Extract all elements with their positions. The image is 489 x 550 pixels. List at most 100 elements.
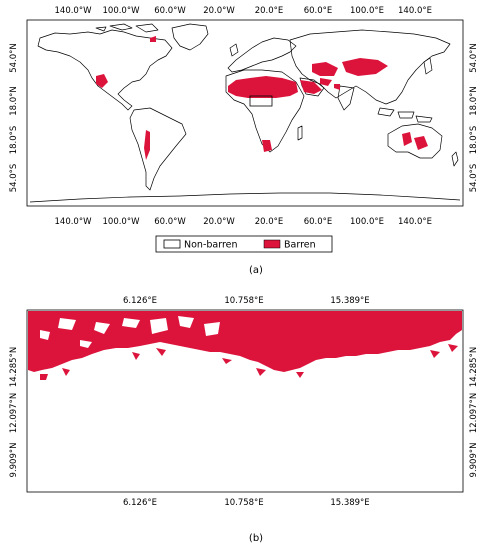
lon-tick-bottom: 60.0°W: [154, 217, 186, 227]
lon-tick-bottom: 140.0°W: [55, 217, 93, 227]
gap: [178, 316, 194, 328]
barren-areas: [96, 36, 428, 160]
legend-swatch-non-barren: [163, 239, 181, 249]
barren-sahara: [228, 76, 298, 98]
zoom-lon-tick-bottom: 6.126°E: [123, 498, 157, 508]
coast-africa: [225, 69, 305, 153]
lat-tick-right: 54.0°S: [469, 164, 479, 193]
lon-tick-top: 140.0°W: [55, 6, 93, 16]
lat-tick-right: 54.0°N: [469, 43, 479, 73]
gap: [40, 330, 50, 340]
zoom-lat-tick-left: 12.097°N: [9, 393, 19, 433]
lon-tick-top: 140.0°E: [398, 6, 432, 16]
barren-greenland-patch: [150, 36, 156, 42]
legend: Non-barren Barren: [155, 235, 333, 253]
legend-frame: [155, 235, 333, 253]
lat-ticks-left: 54.0°N 18.0°N 18.0°S 54.0°S: [9, 43, 19, 192]
lon-tick-top: 100.0°W: [103, 6, 141, 16]
lon-ticks-bottom: 140.0°W 100.0°W 60.0°W 20.0°W 20.0°E 60.…: [55, 217, 432, 227]
lon-tick-top: 60.0°E: [304, 6, 333, 16]
lon-tick-top: 60.0°W: [154, 6, 186, 16]
panel-a: 140.0°W 100.0°W 60.0°W 20.0°W 20.0°E 60.…: [9, 6, 479, 276]
barren-namib: [262, 140, 272, 152]
coast-greenland: [171, 23, 209, 51]
barren-north-america: [96, 74, 108, 88]
zoom-lon-tick-bottom: 10.758°E: [224, 498, 263, 508]
caption-b: (b): [249, 533, 263, 544]
legend-label-non-barren: Non-barren: [184, 240, 238, 251]
lat-ticks-right: 54.0°N 18.0°N 18.0°S 54.0°S: [469, 43, 479, 192]
lon-tick-bottom: 60.0°E: [304, 217, 333, 227]
lon-ticks-top: 140.0°W 100.0°W 60.0°W 20.0°W 20.0°E 60.…: [55, 6, 432, 16]
barren-patch: [40, 374, 48, 380]
gap: [122, 318, 140, 328]
caption-a: (a): [249, 265, 263, 276]
barren-patch: [430, 350, 440, 358]
coast-arctic-islands: [95, 23, 159, 33]
zoom-lat-tick-left: 14.285°N: [9, 347, 19, 387]
barren-patch: [296, 372, 304, 378]
lat-tick-right: 18.0°N: [469, 86, 479, 116]
gap: [94, 322, 110, 334]
barren-atacama: [144, 130, 150, 160]
coast-india: [337, 85, 355, 111]
coast-japan: [423, 57, 433, 75]
coast-madagascar: [297, 125, 303, 141]
zoom-lat-tick-right: 9.909°N: [469, 443, 479, 478]
barren-gobi: [342, 58, 388, 76]
lon-tick-top: 20.0°W: [203, 6, 235, 16]
legend-label-barren: Barren: [284, 240, 316, 251]
coastlines: [29, 23, 461, 203]
zoom-lon-tick-bottom: 15.389°E: [330, 498, 369, 508]
study-area-box: [249, 95, 273, 107]
lon-tick-bottom: 20.0°E: [255, 217, 284, 227]
coast-north-america: [37, 29, 173, 111]
coast-se-asia-islands: [377, 107, 433, 123]
lon-tick-top: 100.0°E: [350, 6, 384, 16]
coast-south-america: [129, 107, 187, 191]
zoom-lon-tick-top: 15.389°E: [330, 296, 369, 306]
lon-tick-bottom: 20.0°W: [203, 217, 235, 227]
barren-patch: [448, 344, 458, 352]
barren-patch: [222, 358, 232, 364]
gap: [58, 318, 76, 330]
lat-tick-left: 54.0°S: [9, 164, 19, 193]
barren-scatter: [40, 344, 458, 380]
lon-tick-bottom: 100.0°E: [350, 217, 384, 227]
world-map-frame: [26, 19, 464, 207]
barren-patch: [256, 368, 266, 376]
zoom-lat-tick-left: 9.909°N: [9, 443, 19, 478]
lat-tick-left: 18.0°N: [9, 86, 19, 116]
barren-central-asia: [312, 62, 338, 76]
coast-asia: [289, 29, 451, 105]
barren-arabia: [300, 80, 322, 94]
zoom-lon-tick-top: 6.126°E: [123, 296, 157, 306]
lon-tick-bottom: 100.0°W: [103, 217, 141, 227]
gap: [204, 322, 220, 336]
lat-tick-right: 18.0°S: [469, 126, 479, 155]
lat-tick-left: 54.0°N: [9, 43, 19, 73]
barren-patch: [156, 348, 166, 356]
lat-tick-left: 18.0°S: [9, 126, 19, 155]
non-barren-gaps: [40, 316, 220, 348]
coast-antarctica: [29, 192, 461, 203]
barren-patch: [62, 368, 70, 376]
gap: [80, 340, 92, 348]
coast-uk: [229, 43, 239, 57]
coast-new-zealand: [451, 151, 459, 167]
lon-tick-bottom: 140.0°E: [398, 217, 432, 227]
lon-tick-top: 20.0°E: [255, 6, 284, 16]
zoom-lon-tick-top: 10.758°E: [224, 296, 263, 306]
barren-patch: [132, 352, 140, 360]
zoom-lat-tick-right: 14.285°N: [469, 347, 479, 387]
coast-europe: [227, 37, 297, 73]
zoom-lat-tick-right: 12.097°N: [469, 393, 479, 433]
legend-swatch-barren: [263, 239, 281, 249]
gap: [150, 318, 168, 334]
barren-australia: [402, 132, 428, 150]
barren-thar: [334, 84, 340, 90]
panel-b: 6.126°E 10.758°E 15.389°E 6.126°E 10.758…: [9, 296, 479, 544]
coast-australia: [387, 123, 443, 159]
barren-iran: [320, 78, 332, 86]
